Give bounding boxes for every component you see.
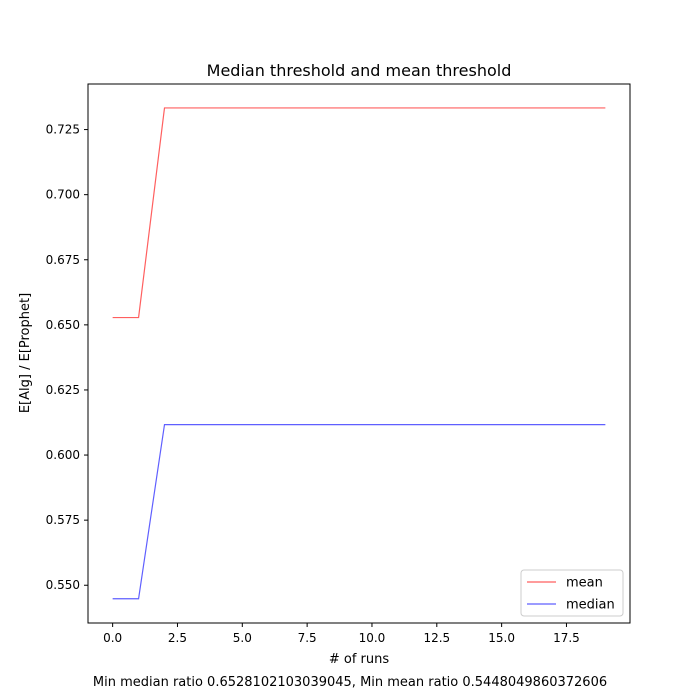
- x-tick-label: 10.0: [359, 631, 386, 645]
- y-tick-label: 0.625: [46, 383, 80, 397]
- plot-area: [88, 84, 630, 623]
- x-axis-ticks: 0.0 2.5 5.0 7.5 10.0 12.5 15.0 17.5: [103, 623, 580, 645]
- series-line-median: [112, 423, 606, 600]
- legend-label-mean: mean: [566, 576, 603, 591]
- y-tick-label: 0.600: [46, 448, 80, 462]
- y-tick-label: 0.725: [46, 123, 80, 137]
- y-tick-label: 0.650: [46, 318, 80, 332]
- x-tick-label: 5.0: [233, 631, 252, 645]
- x-tick-label: 2.5: [168, 631, 187, 645]
- x-tick-label: 17.5: [553, 631, 580, 645]
- y-axis-ticks: 0.550 0.575 0.600 0.625 0.650 0.675 0.700 0.725: [46, 123, 88, 592]
- y-tick-label: 0.700: [46, 188, 80, 202]
- series-layer: [112, 107, 606, 600]
- chart-title: Median threshold and mean threshold: [207, 61, 512, 80]
- x-axis-label: # of runs: [329, 652, 390, 667]
- x-tick-label: 12.5: [423, 631, 450, 645]
- y-tick-label: 0.550: [46, 578, 80, 592]
- legend-label-median: median: [566, 598, 615, 613]
- y-tick-label: 0.675: [46, 253, 80, 267]
- x-tick-label: 7.5: [298, 631, 317, 645]
- plot-frame: [87, 83, 631, 624]
- y-tick-label: 0.575: [46, 513, 80, 527]
- x-tick-label: 0.0: [103, 631, 122, 645]
- x-tick-label: 15.0: [488, 631, 515, 645]
- legend: mean median: [520, 569, 624, 617]
- y-axis-label: E[Alg] / E[Prophet]: [18, 293, 33, 413]
- series-line-mean: [112, 107, 606, 319]
- footer-text: Min median ratio 0.6528102103039045, Min…: [93, 675, 607, 690]
